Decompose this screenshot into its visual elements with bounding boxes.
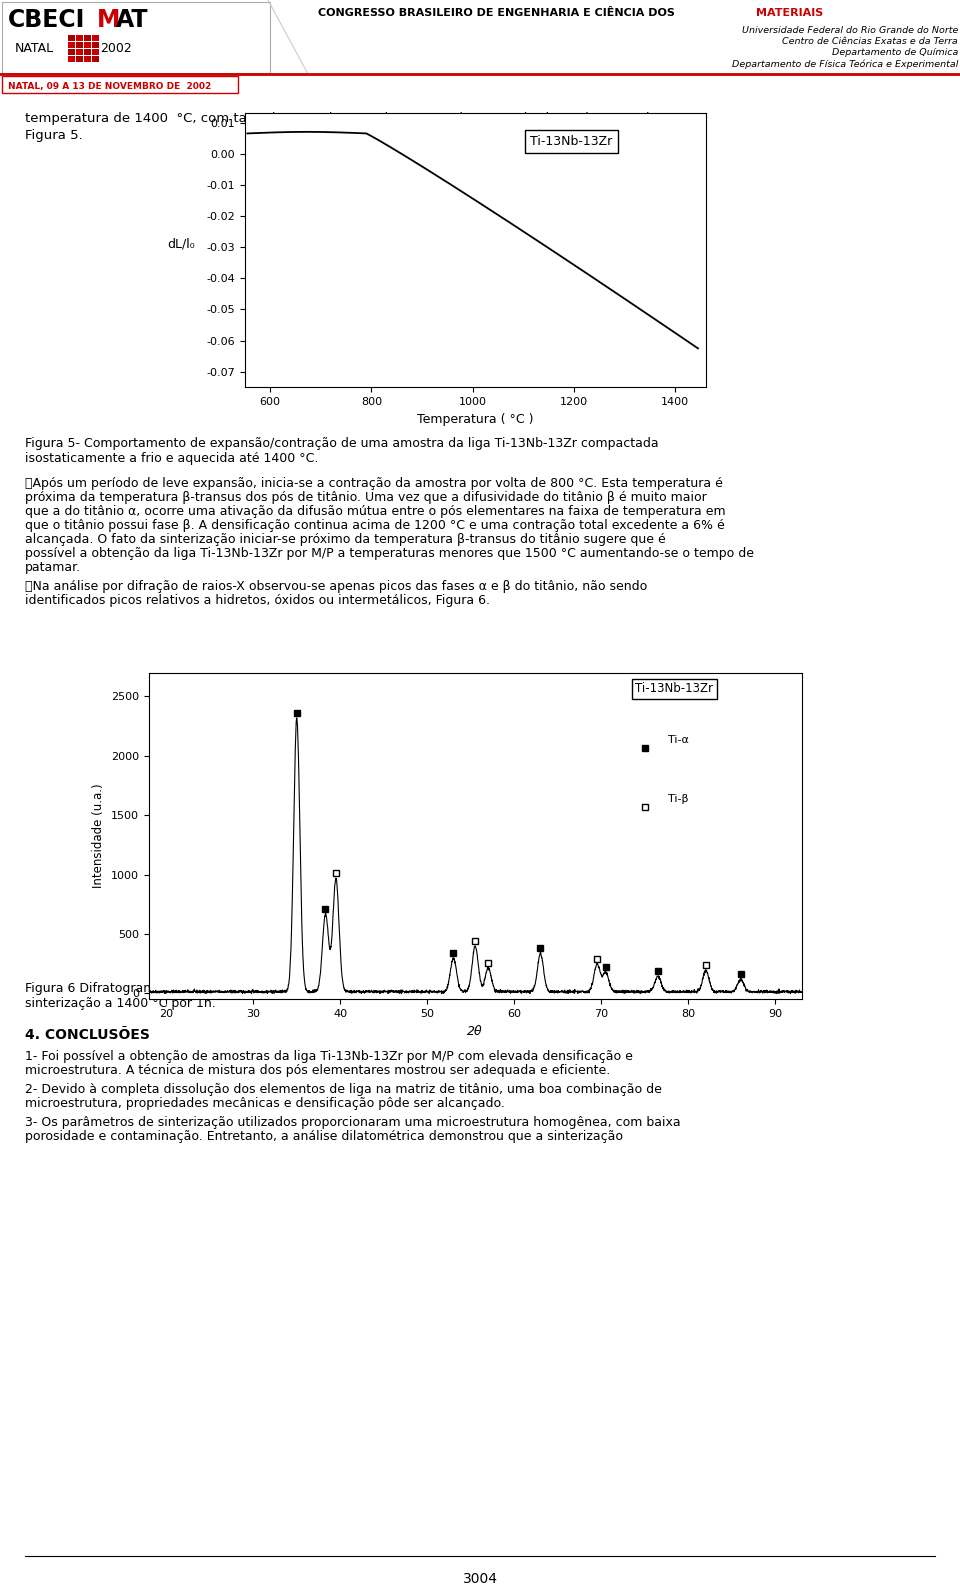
Text: isostaticamente a frio e aquecida até 1400 °C.: isostaticamente a frio e aquecida até 14… (25, 453, 319, 465)
Bar (92, 56, 99, 62)
Bar (2, 77, 238, 92)
Text: 3- Os parâmetros de sinterização utilizados proporcionaram uma microestrutura ho: 3- Os parâmetros de sinterização utiliza… (25, 1116, 681, 1129)
Bar (68, 41, 75, 48)
Text: M: M (97, 8, 120, 32)
Text: Figura 6 Difratograma de raios-X de uma amostra da liga Ti-13Nb-13Zr obtida por : Figura 6 Difratograma de raios-X de uma … (25, 982, 602, 995)
Text: CBECI: CBECI (8, 8, 85, 32)
Text: Após um período de leve expansão, inicia-se a contração da amostra por volta de : Após um período de leve expansão, inicia… (25, 477, 723, 489)
Bar (84, 49, 91, 56)
Text: Ti-13Nb-13Zr: Ti-13Nb-13Zr (531, 135, 612, 148)
Text: 3004: 3004 (463, 1572, 497, 1586)
Text: Universidade Federal do Rio Grande do Norte: Universidade Federal do Rio Grande do No… (742, 26, 958, 35)
Y-axis label: dL/l₀: dL/l₀ (167, 238, 195, 250)
Text: AT: AT (116, 8, 149, 32)
Text: porosidade e contaminação. Entretanto, a análise dilatométrica demonstrou que a : porosidade e contaminação. Entretanto, a… (25, 1130, 623, 1143)
Text: 1- Foi possível a obtenção de amostras da liga Ti-13Nb-13Zr por M/P com elevada : 1- Foi possível a obtenção de amostras d… (25, 1050, 633, 1063)
Bar (84, 56, 91, 62)
Text: Ti-13Nb-13Zr: Ti-13Nb-13Zr (636, 682, 713, 695)
Text: Departamento de Química: Departamento de Química (831, 48, 958, 57)
Text: 2002: 2002 (100, 41, 132, 56)
Text: MATERIAIS: MATERIAIS (756, 8, 824, 18)
Text: microestrutura, propriedades mecânicas e densificação pôde ser alcançado.: microestrutura, propriedades mecânicas e… (25, 1097, 505, 1109)
Bar (84, 35, 91, 41)
X-axis label: 2θ: 2θ (468, 1025, 483, 1038)
X-axis label: Temperatura ( °C ): Temperatura ( °C ) (417, 413, 534, 426)
Text: que a do titânio α, ocorre uma ativação da difusão mútua entre o pós elementares: que a do titânio α, ocorre uma ativação … (25, 505, 726, 518)
Bar (92, 49, 99, 56)
Bar (76, 49, 83, 56)
Text: patamar.: patamar. (25, 561, 82, 574)
Text: identificados picos relativos a hidretos, óxidos ou intermetálicos, Figura 6.: identificados picos relativos a hidretos… (25, 595, 490, 607)
Text: Ti-β: Ti-β (668, 794, 688, 803)
Text: alcançada. O fato da sinterização iniciar-se próximo da temperatura β-transus do: alcançada. O fato da sinterização inicia… (25, 532, 665, 547)
Text: Departamento de Física Teórica e Experimental: Departamento de Física Teórica e Experim… (732, 59, 958, 69)
Text: sinterização a 1400 °C por 1h.: sinterização a 1400 °C por 1h. (25, 996, 216, 1011)
Text: Centro de Ciências Exatas e da Terra: Centro de Ciências Exatas e da Terra (782, 37, 958, 46)
Text: próxima da temperatura β-transus dos pós de titânio. Uma vez que a difusividade : próxima da temperatura β-transus dos pós… (25, 491, 707, 504)
Bar (76, 41, 83, 48)
Bar (76, 56, 83, 62)
Text: Na análise por difração de raios-X observou-se apenas picos das fases α e β do t: Na análise por difração de raios-X obser… (25, 580, 647, 593)
Text: Figura 5.: Figura 5. (25, 129, 83, 142)
Text: possível a obtenção da liga Ti-13Nb-13Zr por M/P a temperaturas menores que 1500: possível a obtenção da liga Ti-13Nb-13Zr… (25, 547, 754, 559)
Y-axis label: Intensidade (u.a.): Intensidade (u.a.) (92, 784, 106, 888)
Text: microestrutura. A técnica de mistura dos pós elementares mostrou ser adequada e : microestrutura. A técnica de mistura dos… (25, 1065, 611, 1078)
Text: NATAL: NATAL (15, 41, 54, 56)
Text: Figura 5- Comportamento de expansão/contração de uma amostra da liga Ti-13Nb-13Z: Figura 5- Comportamento de expansão/cont… (25, 437, 659, 450)
Text: temperatura de 1400  °C, com taxa de aquecimento de 20  °C/min. O resultado está: temperatura de 1400 °C, com taxa de aque… (25, 112, 679, 124)
Text: NATAL, 09 A 13 DE NOVEMBRO DE  2002: NATAL, 09 A 13 DE NOVEMBRO DE 2002 (8, 81, 211, 91)
Text: 2- Devido à completa dissolução dos elementos de liga na matriz de titânio, uma : 2- Devido à completa dissolução dos elem… (25, 1082, 661, 1097)
Bar (84, 41, 91, 48)
Bar (92, 35, 99, 41)
Text: CONGRESSO BRASILEIRO DE ENGENHARIA E CIÊNCIA DOS: CONGRESSO BRASILEIRO DE ENGENHARIA E CIÊ… (318, 8, 679, 18)
Bar (68, 49, 75, 56)
Bar (68, 35, 75, 41)
Text: que o titânio possui fase β. A densificação continua acima de 1200 °C e uma cont: que o titânio possui fase β. A densifica… (25, 520, 725, 532)
Bar (2, 2, 270, 73)
Bar (76, 35, 83, 41)
Bar (68, 56, 75, 62)
Bar (92, 41, 99, 48)
Text: 4. CONCLUSÕES: 4. CONCLUSÕES (25, 1028, 150, 1042)
Text: Ti-α: Ti-α (668, 735, 688, 744)
